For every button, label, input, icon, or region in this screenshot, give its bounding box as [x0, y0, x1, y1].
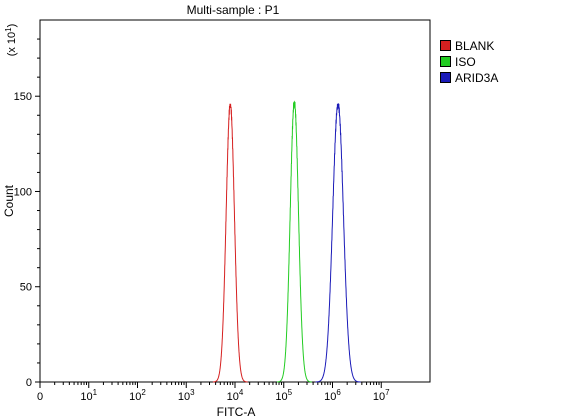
y-multiplier-label: (x 101) [4, 24, 18, 57]
x-tick-label: 101 [80, 388, 97, 403]
legend-item-arid3a: ARID3A [440, 70, 498, 85]
axes: 0 50 100 150 0 101 102 103 104 105 106 107 [14, 19, 431, 403]
x-tick-label: 107 [373, 388, 390, 403]
legend-swatch-blank [440, 40, 451, 51]
series-curve-iso [276, 100, 312, 383]
legend-item-iso: ISO [440, 54, 498, 69]
legend-label-arid3a: ARID3A [455, 70, 499, 85]
series-curves [212, 100, 361, 383]
y-tick-label: 0 [26, 377, 32, 389]
series-curve-arid3a [315, 103, 361, 383]
legend-swatch-arid3a [440, 72, 451, 83]
x-tick-label: 106 [324, 388, 341, 403]
y-multiplier-suffix: ) [6, 24, 18, 28]
legend-label-iso: ISO [455, 54, 476, 69]
series-curve-blank [212, 103, 248, 383]
y-axis-label: Count [2, 184, 16, 217]
legend-swatch-iso [440, 56, 451, 67]
chart-title: Multi-sample : P1 [187, 3, 280, 17]
y-multiplier-prefix: (x 10 [6, 32, 18, 56]
plot-frame [39, 19, 431, 383]
legend-label-blank: BLANK [455, 38, 495, 53]
x-tick-label: 103 [178, 388, 195, 403]
x-tick-label: 0 [37, 391, 43, 403]
y-tick-label: 50 [20, 282, 32, 294]
x-axis-label: FITC-A [217, 405, 256, 419]
x-tick-label: 104 [227, 388, 244, 403]
y-tick-label: 100 [14, 186, 32, 198]
legend-item-blank: BLANK [440, 38, 498, 53]
x-tick-label: 105 [275, 388, 292, 403]
y-multiplier-exponent: 1 [4, 27, 13, 32]
x-tick-label: 102 [129, 388, 146, 403]
legend: BLANK ISO ARID3A [440, 38, 498, 86]
y-tick-label: 150 [14, 91, 32, 103]
